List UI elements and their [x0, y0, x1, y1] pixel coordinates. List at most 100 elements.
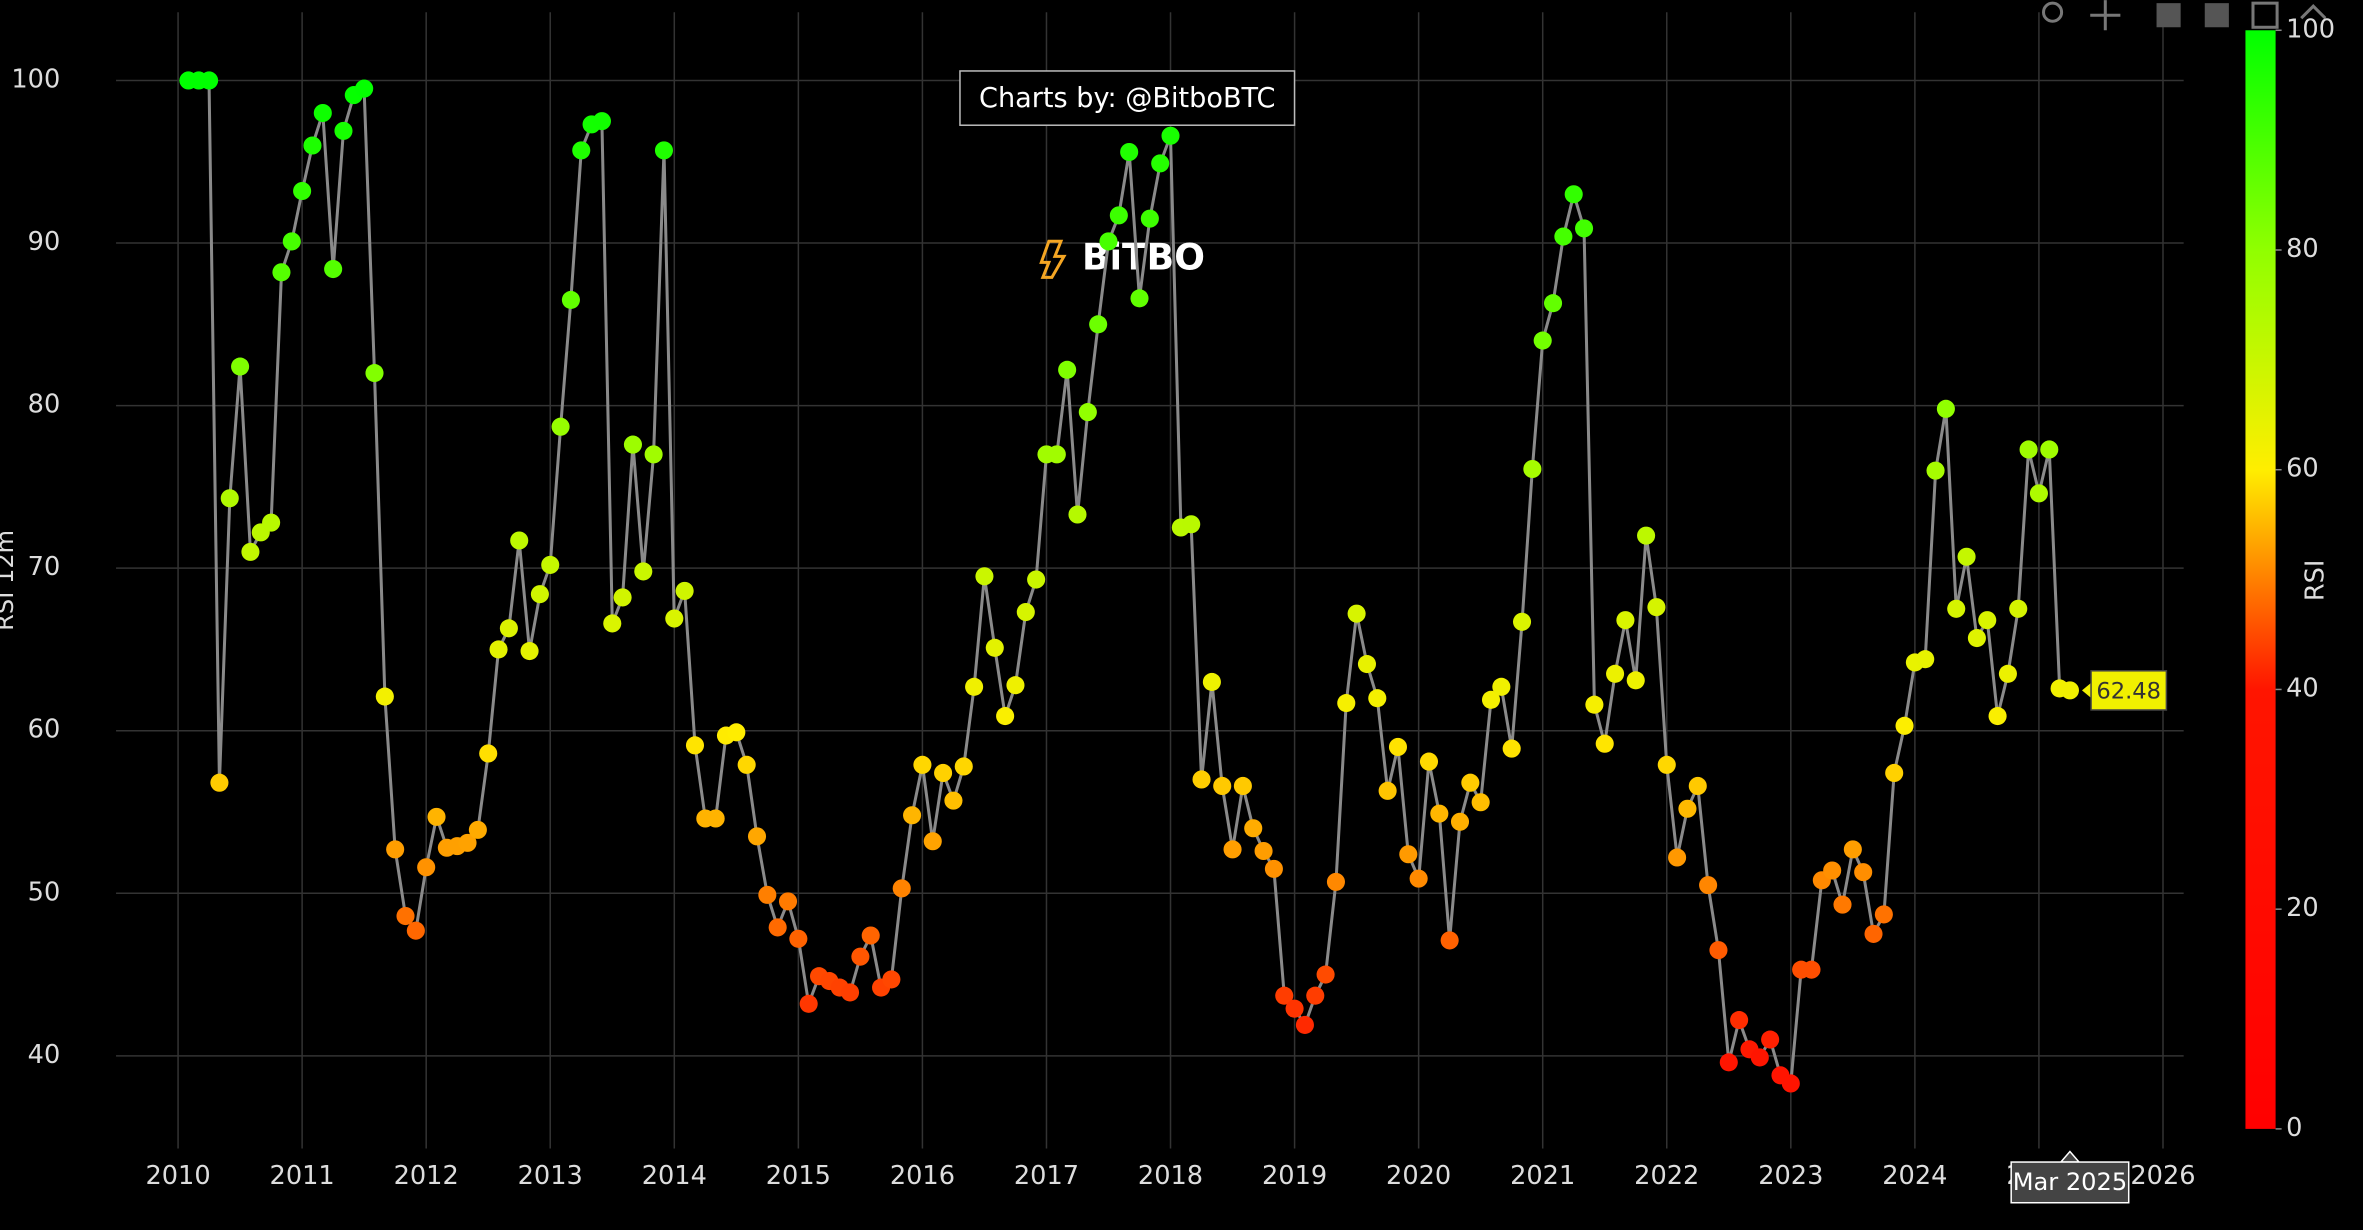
y-axis-title: RSI 12m: [0, 530, 19, 631]
zoom-in-button[interactable]: [2156, 3, 2181, 28]
pan-button[interactable]: [2090, 0, 2121, 31]
marker: [1895, 716, 1914, 735]
marker: [1512, 612, 1532, 631]
marker: [923, 832, 942, 851]
marker: [1378, 781, 1397, 800]
marker: [572, 141, 591, 160]
marker: [1388, 737, 1408, 757]
marker: [654, 141, 674, 160]
marker: [965, 677, 984, 696]
marker: [1750, 1048, 1769, 1067]
marker: [1998, 664, 2017, 683]
marker: [799, 994, 818, 1013]
marker: [603, 614, 622, 633]
marker: [417, 858, 436, 877]
marker: [468, 820, 487, 839]
marker: [985, 638, 1004, 657]
marker: [210, 773, 229, 792]
marker: [634, 562, 653, 581]
marker: [675, 581, 694, 600]
logo-icon: [1039, 239, 1067, 279]
marker: [1523, 459, 1542, 479]
marker: [1399, 845, 1418, 864]
marker: [644, 445, 663, 464]
marker: [1595, 734, 1614, 753]
marker: [1657, 755, 1676, 774]
marker: [1730, 1011, 1749, 1030]
colorbar-tick-label: 80: [2286, 234, 2319, 264]
marker: [727, 723, 746, 742]
marker: [510, 531, 529, 550]
marker: [1606, 664, 1625, 683]
marker: [520, 642, 539, 661]
marker: [1027, 570, 1046, 589]
colorbar: 0 20 40 60 80 100 RSI: [2245, 14, 2335, 1143]
marker: [1533, 331, 1552, 350]
marker: [1761, 1030, 1780, 1049]
colorbar-title: RSI: [2300, 560, 2330, 602]
marker: [1936, 399, 1955, 418]
marker: [1585, 695, 1604, 714]
marker: [1699, 876, 1718, 895]
zoom-button[interactable]: [2042, 1, 2064, 23]
marker: [479, 744, 498, 763]
marker: [2009, 599, 2028, 618]
modebar[interactable]: [2042, 0, 2327, 31]
x-tick-label: 2012: [394, 1161, 459, 1191]
x-tick-label: 2021: [1510, 1161, 1575, 1191]
marker: [499, 619, 518, 638]
marker: [975, 567, 994, 586]
marker: [613, 588, 632, 607]
marker: [2019, 440, 2038, 459]
colorbar-scale: [2245, 30, 2276, 1129]
marker: [489, 640, 508, 659]
marker: [1109, 206, 1128, 225]
marker: [1120, 142, 1139, 162]
marker: [665, 609, 684, 628]
marker: [365, 364, 384, 383]
marker: [1202, 672, 1221, 691]
marker: [1719, 1053, 1738, 1072]
marker: [334, 121, 353, 140]
marker: [1916, 650, 1935, 669]
marker: [272, 263, 291, 282]
reset-button[interactable]: [2300, 4, 2327, 20]
marker: [1874, 905, 1893, 924]
marker: [1047, 445, 1066, 464]
y-tick-label: 50: [28, 877, 61, 907]
hover-x-label: Mar 2025: [2013, 1168, 2128, 1196]
marker: [355, 79, 374, 98]
marker: [2029, 484, 2048, 503]
x-tick-label: 2011: [270, 1161, 335, 1191]
marker: [996, 707, 1015, 726]
marker: [1802, 960, 1821, 979]
zoom-out-button[interactable]: [2204, 3, 2229, 28]
marker: [954, 757, 973, 776]
marker: [375, 687, 394, 706]
marker: [934, 763, 953, 783]
colorbar-tick-label: 40: [2286, 673, 2319, 703]
marker: [1264, 859, 1283, 878]
y-tick-label: 90: [28, 227, 61, 257]
marker: [1058, 360, 1077, 379]
marker: [1833, 895, 1852, 914]
colorbar-tick-label: 60: [2286, 454, 2319, 484]
annotation-box: [959, 70, 1296, 126]
marker: [1006, 676, 1025, 695]
hover-pointer: [2082, 682, 2092, 698]
marker: [1099, 232, 1118, 251]
marker: [1461, 773, 1480, 792]
marker: [2060, 681, 2079, 700]
marker: [551, 417, 570, 436]
marker: [1140, 209, 1159, 228]
marker: [1957, 547, 1976, 566]
colorbar-tick-label: 20: [2286, 893, 2319, 923]
marker: [1275, 986, 1294, 1005]
autoscale-button[interactable]: [2251, 1, 2279, 29]
marker: [1926, 461, 1945, 480]
marker: [592, 112, 611, 131]
marker: [1564, 185, 1583, 204]
